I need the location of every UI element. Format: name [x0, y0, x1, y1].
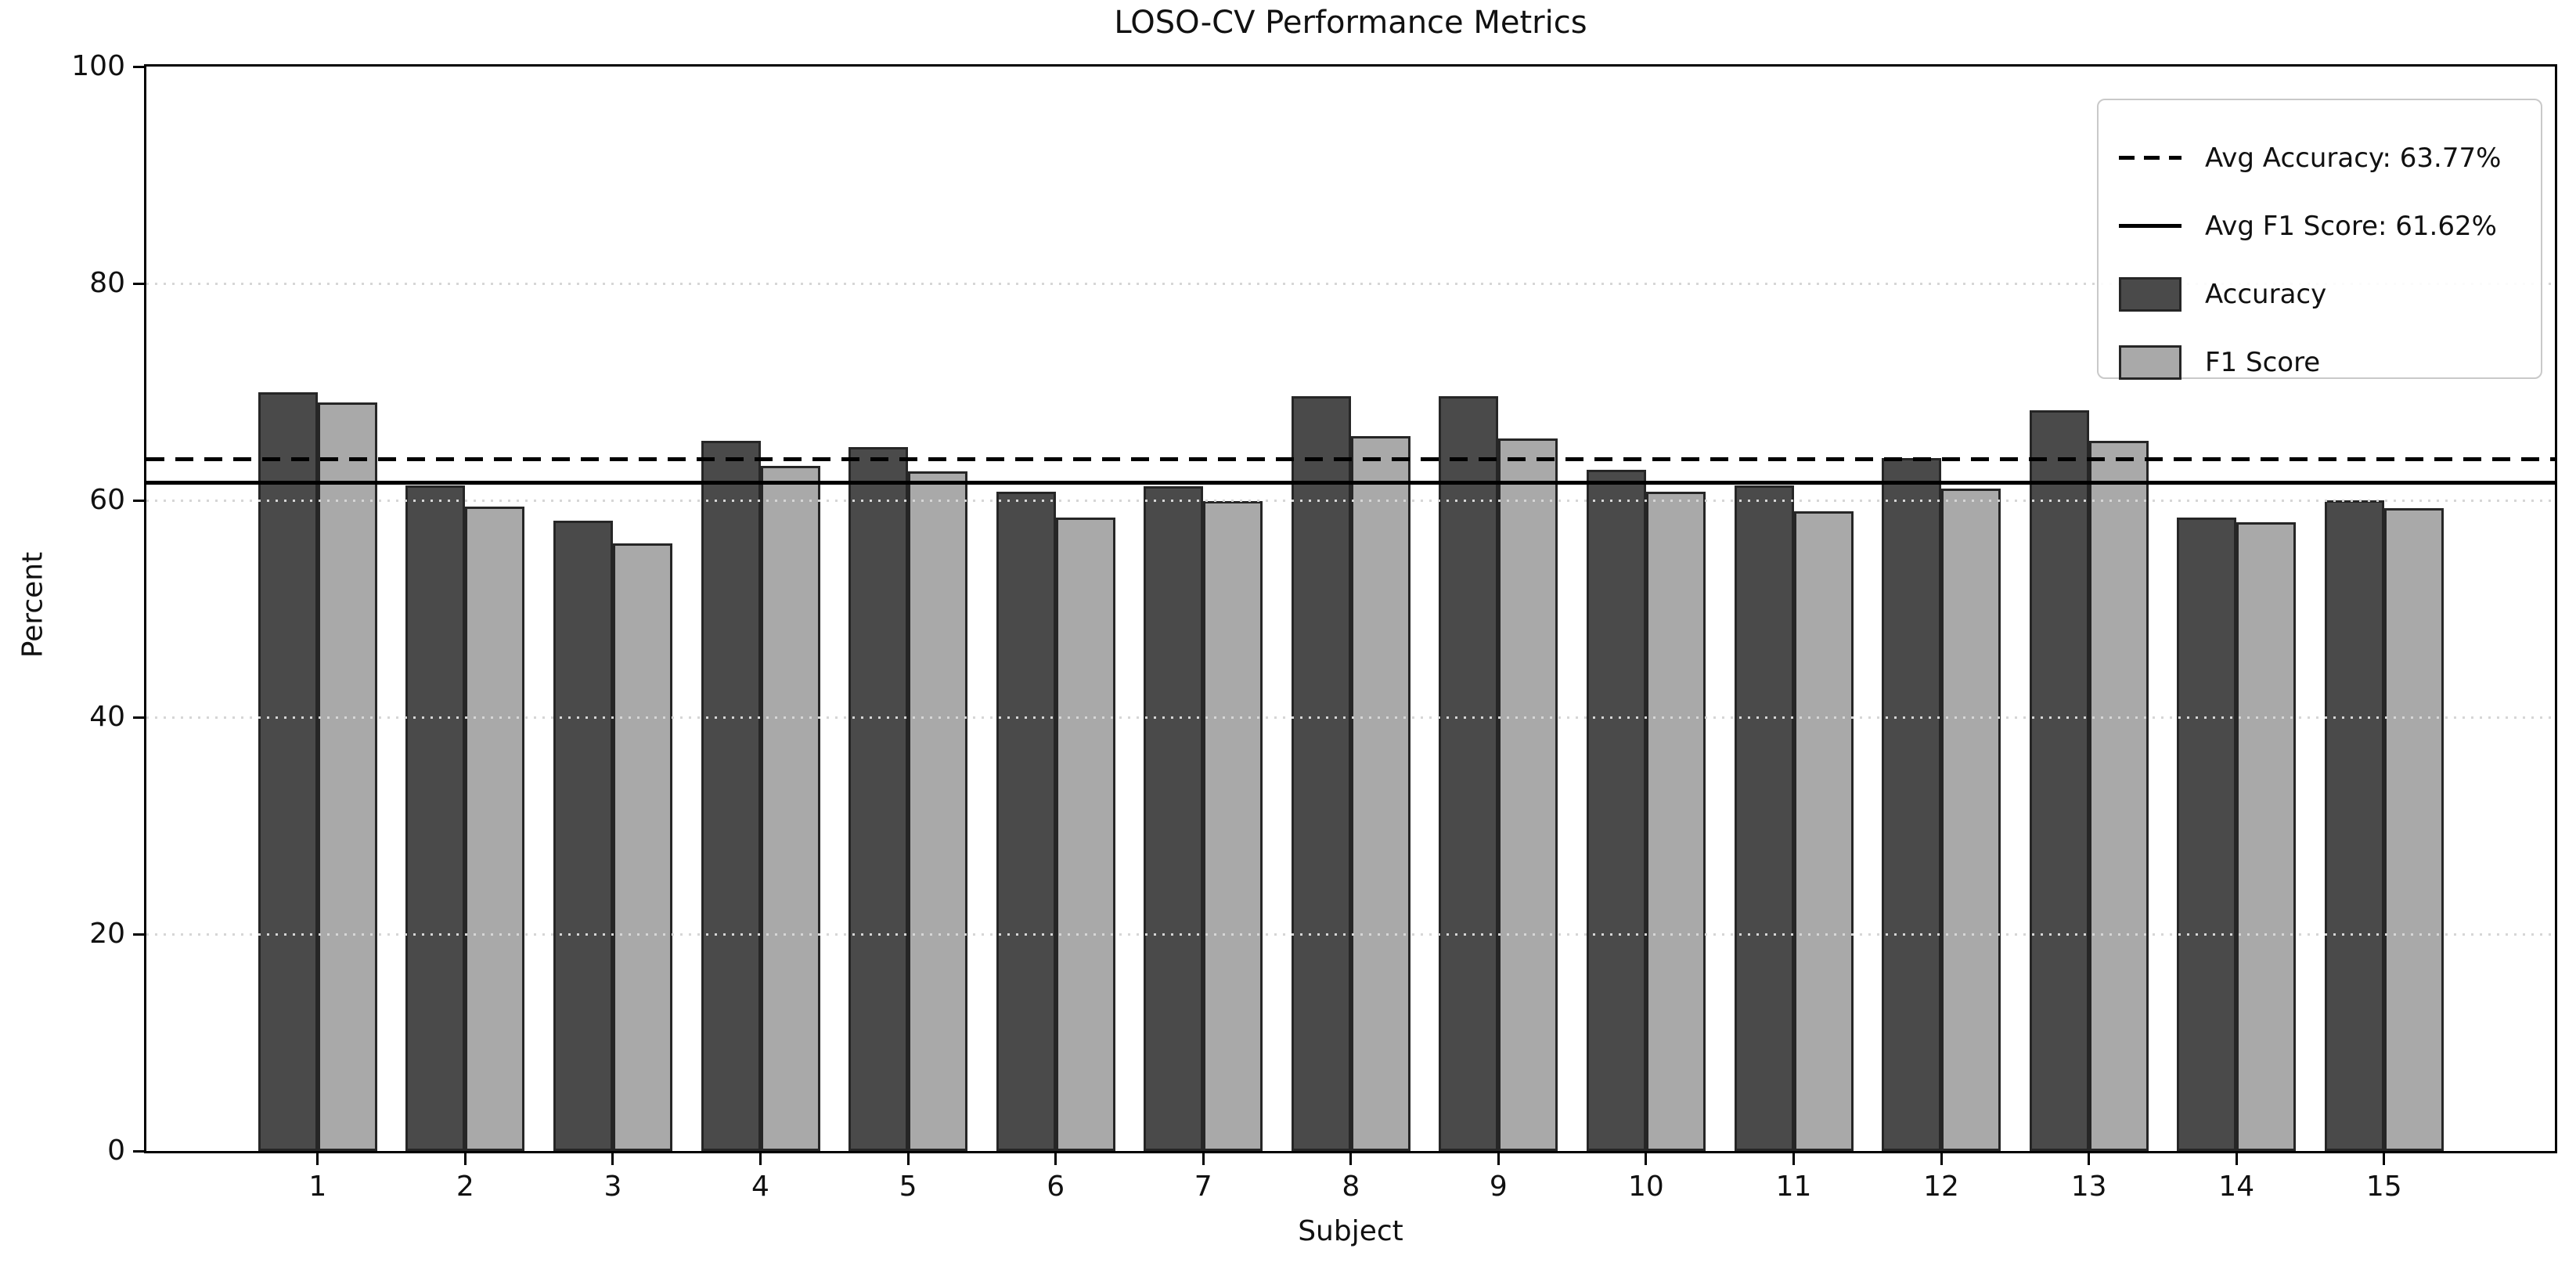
dashed-line-sample-icon	[2119, 156, 2181, 160]
x-tick-mark-11	[1792, 1153, 1795, 1165]
y-tick-label-40: 40	[89, 701, 125, 733]
bar-f1-score-subject-1	[317, 402, 377, 1151]
bar-f1-score-subject-5	[908, 471, 968, 1151]
x-tick-label-4: 4	[751, 1171, 769, 1203]
y-tick-mark-100	[133, 65, 146, 68]
x-tick-mark-14	[2235, 1153, 2238, 1165]
x-axis-label: Subject	[1298, 1215, 1403, 1247]
bar-f1-score-subject-15	[2383, 507, 2444, 1151]
gridline-60	[146, 499, 2555, 502]
bar-accuracy-subject-4	[701, 440, 761, 1151]
x-tick-label-5: 5	[899, 1171, 917, 1203]
x-tick-label-6: 6	[1047, 1171, 1065, 1203]
legend-entry-avg-accuracy: Avg Accuracy: 63.77%	[2099, 124, 2541, 192]
legend-label: Avg Accuracy: 63.77%	[2205, 142, 2502, 174]
y-tick-label-80: 80	[89, 267, 125, 299]
legend: Avg Accuracy: 63.77% Avg F1 Score: 61.62…	[2097, 99, 2542, 380]
legend-entry-f1: F1 Score	[2099, 328, 2541, 396]
y-tick-mark-20	[133, 933, 146, 936]
bar-accuracy-subject-6	[996, 491, 1056, 1151]
x-tick-mark-9	[1497, 1153, 1500, 1165]
legend-label: F1 Score	[2205, 346, 2321, 378]
bar-f1-score-subject-8	[1350, 436, 1410, 1151]
x-tick-mark-5	[906, 1153, 910, 1165]
x-tick-label-7: 7	[1194, 1171, 1212, 1203]
bar-f1-score-subject-4	[760, 465, 820, 1151]
x-tick-mark-2	[463, 1153, 467, 1165]
legend-label: Avg F1 Score: 61.62%	[2205, 210, 2497, 242]
y-tick-label-100: 100	[71, 50, 125, 82]
solid-line-sample-icon	[2119, 224, 2181, 228]
accuracy-swatch-icon	[2119, 276, 2181, 312]
x-tick-mark-6	[1054, 1153, 1057, 1165]
x-tick-mark-4	[759, 1153, 762, 1165]
bar-f1-score-subject-3	[612, 543, 672, 1151]
bar-f1-score-subject-6	[1055, 518, 1115, 1151]
bar-accuracy-subject-12	[1882, 458, 1942, 1151]
bar-accuracy-subject-11	[1734, 485, 1794, 1151]
x-tick-mark-15	[2383, 1153, 2386, 1165]
bar-accuracy-subject-14	[2177, 518, 2237, 1151]
y-tick-label-60: 60	[89, 484, 125, 516]
x-tick-mark-8	[1349, 1153, 1353, 1165]
y-tick-label-0: 0	[107, 1135, 125, 1167]
x-tick-label-2: 2	[456, 1171, 474, 1203]
y-tick-label-20: 20	[89, 918, 125, 950]
x-tick-label-1: 1	[308, 1171, 327, 1203]
legend-entry-avg-f1: Avg F1 Score: 61.62%	[2099, 192, 2541, 260]
f1-swatch-icon	[2119, 345, 2181, 380]
x-tick-mark-3	[611, 1153, 614, 1165]
bar-accuracy-subject-3	[553, 521, 613, 1151]
x-tick-mark-7	[1202, 1153, 1205, 1165]
x-tick-label-8: 8	[1342, 1171, 1360, 1203]
bar-f1-score-subject-13	[2088, 440, 2149, 1151]
bar-f1-score-subject-14	[2236, 521, 2297, 1151]
bar-f1-score-subject-10	[1645, 491, 1706, 1151]
chart-title: LOSO-CV Performance Metrics	[1114, 5, 1587, 41]
y-tick-mark-60	[133, 499, 146, 502]
bar-f1-score-subject-9	[1498, 438, 1558, 1151]
bar-accuracy-subject-2	[405, 485, 466, 1151]
bar-f1-score-subject-12	[1941, 488, 2001, 1151]
x-tick-label-10: 10	[1628, 1171, 1664, 1203]
bar-f1-score-subject-2	[465, 507, 525, 1151]
x-tick-mark-13	[2088, 1153, 2091, 1165]
x-tick-label-15: 15	[2365, 1171, 2402, 1203]
x-tick-label-14: 14	[2218, 1171, 2255, 1203]
x-tick-mark-12	[1940, 1153, 1943, 1165]
x-tick-mark-1	[316, 1153, 319, 1165]
bar-f1-score-subject-7	[1203, 501, 1263, 1151]
bar-accuracy-subject-13	[2029, 410, 2089, 1151]
bar-accuracy-subject-9	[1439, 396, 1499, 1151]
x-tick-label-11: 11	[1775, 1171, 1812, 1203]
bar-accuracy-subject-15	[2324, 500, 2384, 1151]
legend-entry-accuracy: Accuracy	[2099, 260, 2541, 328]
bar-accuracy-subject-1	[258, 391, 318, 1151]
y-tick-mark-40	[133, 716, 146, 719]
y-tick-mark-0	[133, 1149, 146, 1153]
y-axis-label: Percent	[16, 551, 49, 658]
x-tick-label-13: 13	[2070, 1171, 2107, 1203]
bar-accuracy-subject-5	[848, 447, 909, 1151]
x-tick-mark-10	[1645, 1153, 1648, 1165]
avg-line-solid	[146, 481, 2555, 485]
x-tick-label-3: 3	[603, 1171, 622, 1203]
avg-line-dashed	[146, 457, 2555, 462]
gridline-80	[146, 282, 2555, 285]
gridline-20	[146, 933, 2555, 936]
x-tick-label-12: 12	[1923, 1171, 1959, 1203]
bar-f1-score-subject-11	[1793, 511, 1854, 1151]
legend-label: Accuracy	[2205, 278, 2327, 310]
gridline-40	[146, 716, 2555, 719]
bar-accuracy-subject-8	[1291, 396, 1351, 1151]
y-tick-mark-80	[133, 282, 146, 285]
x-tick-label-9: 9	[1489, 1171, 1508, 1203]
bar-accuracy-subject-10	[1586, 470, 1646, 1151]
bar-accuracy-subject-7	[1144, 486, 1204, 1151]
